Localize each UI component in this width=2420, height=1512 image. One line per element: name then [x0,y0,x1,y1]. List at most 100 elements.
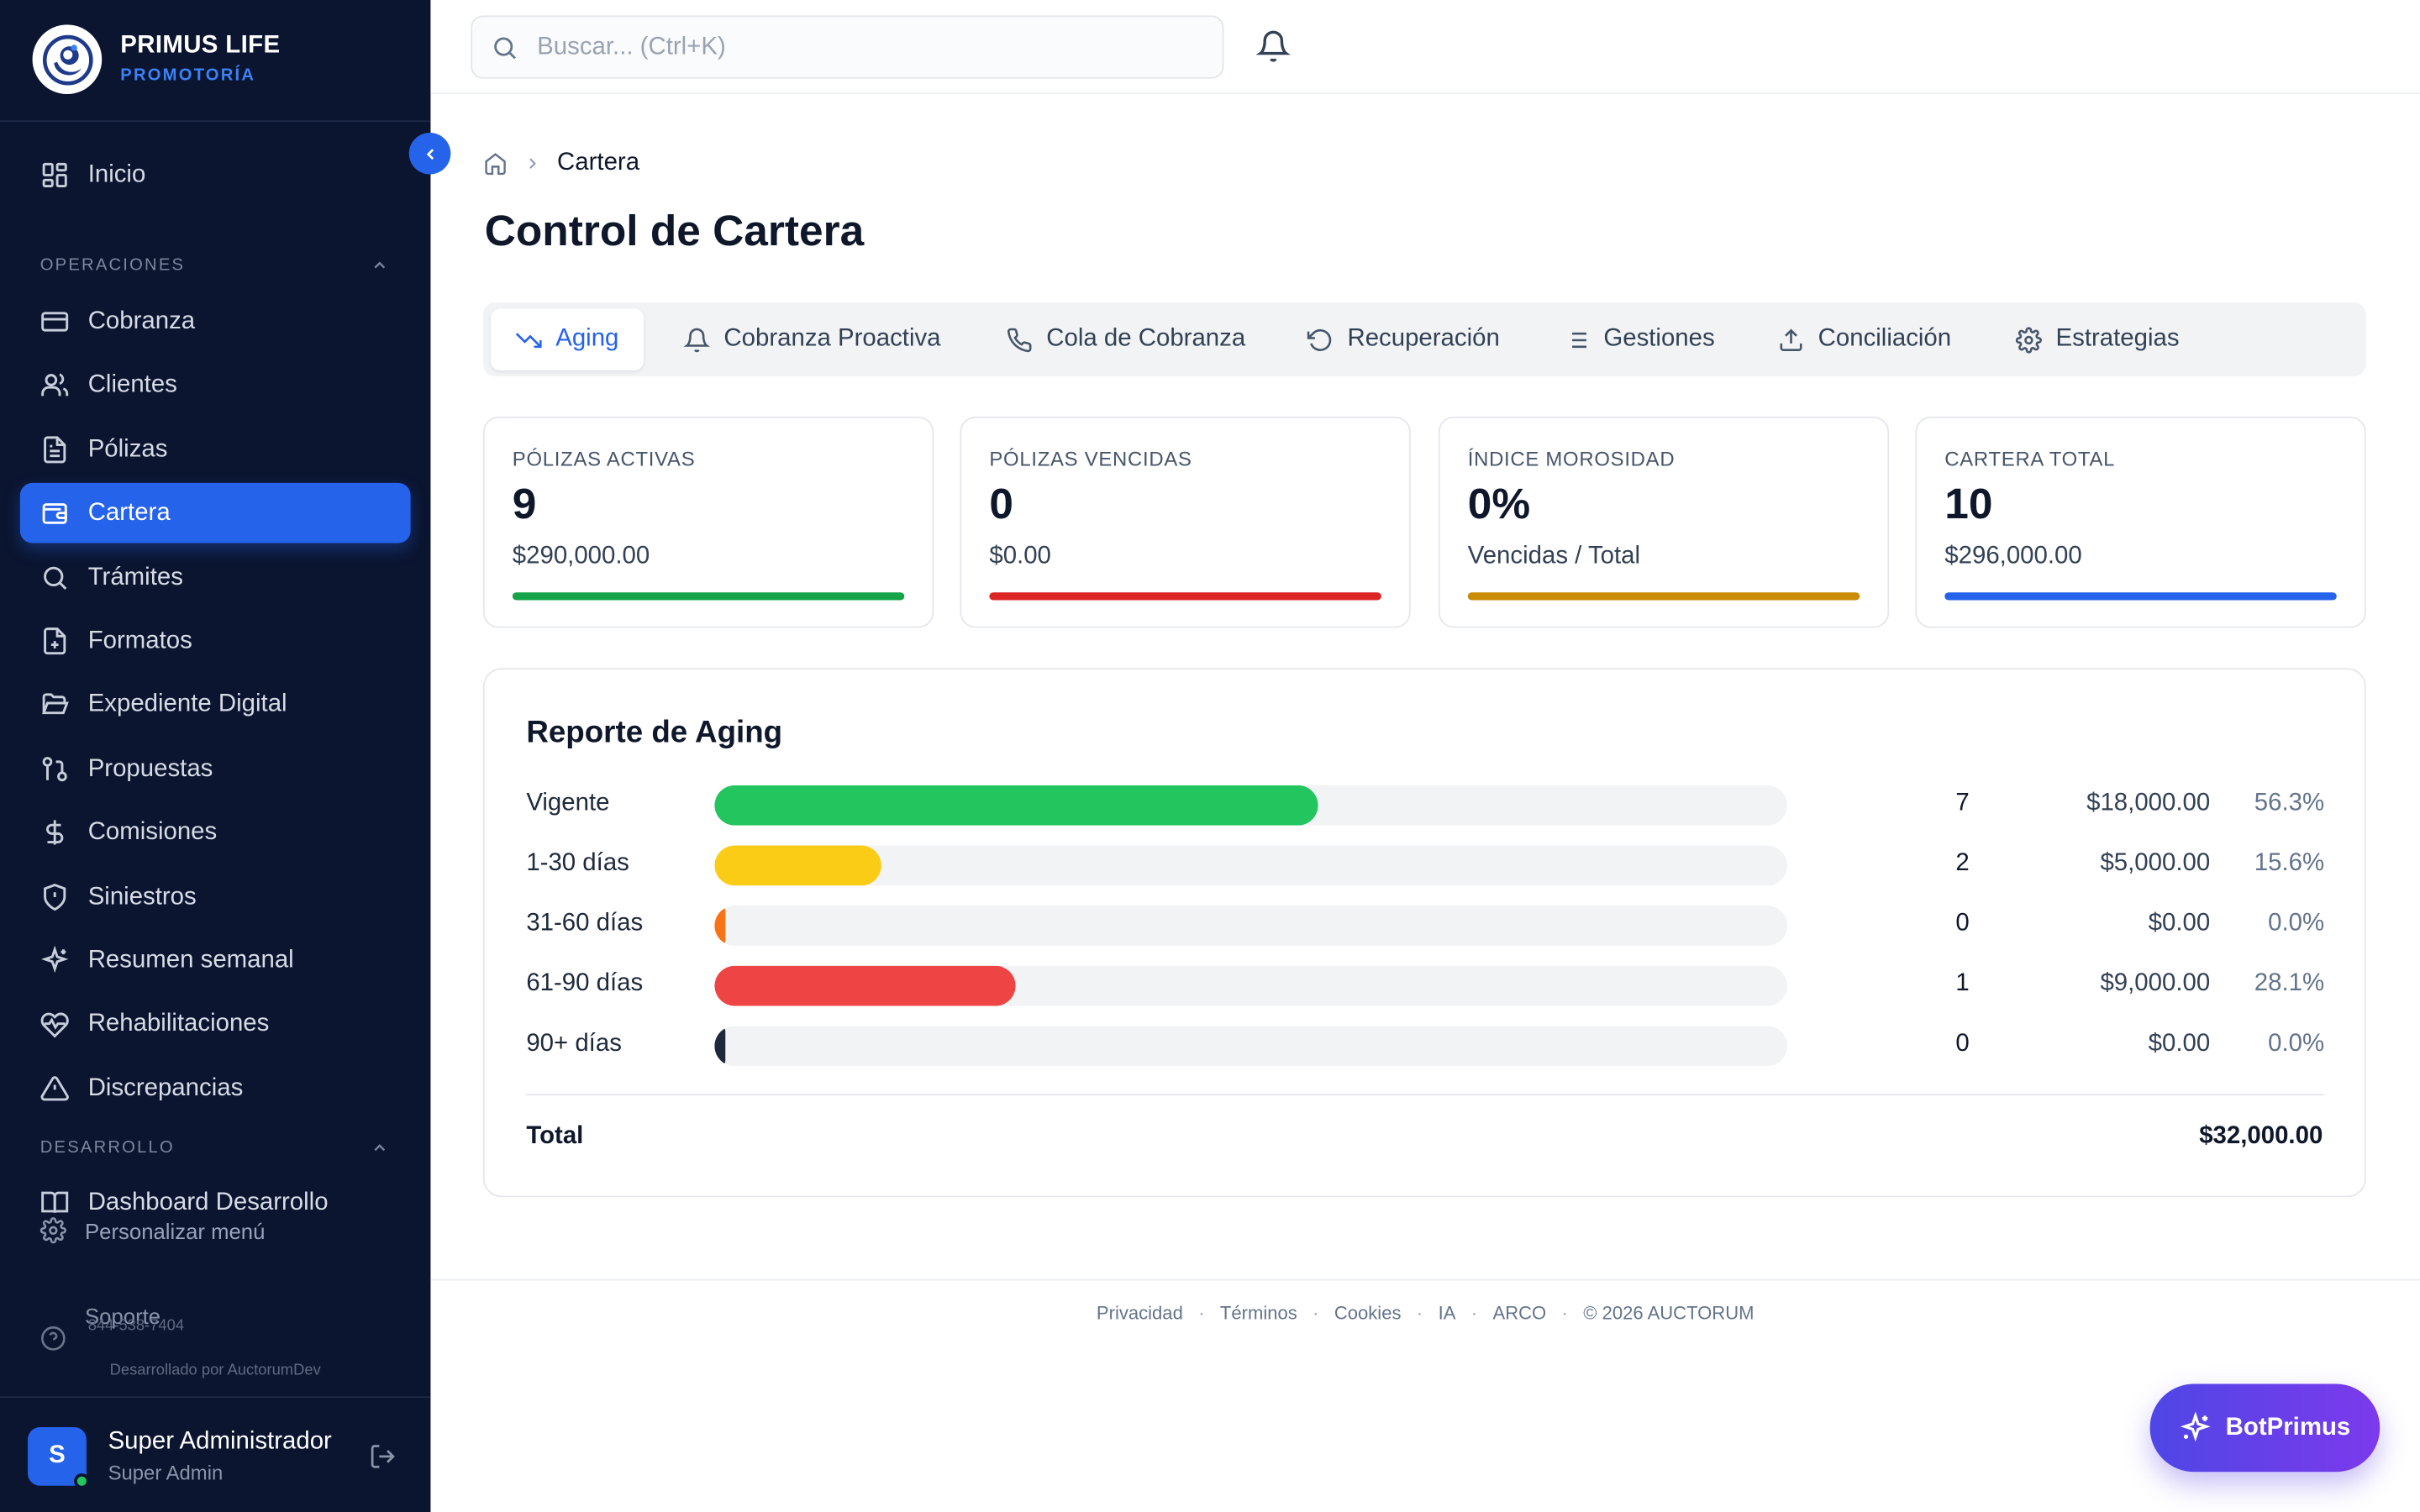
sidebar-item-polizas[interactable]: Pólizas [20,420,411,480]
sidebar-item-inicio[interactable]: Inicio [20,145,411,206]
shield-icon [40,883,70,912]
kpi-card-cartera-total: CARTERA TOTAL 10 $296,000.00 [1915,416,2366,628]
aging-row-90-plus: 90+ días 0 $0.00 0.0% [526,1026,2324,1067]
sidebar-item-formatos[interactable]: Formatos [20,611,411,671]
collapse-sidebar-button[interactable] [408,132,451,175]
sidebar-item-cobranza[interactable]: Cobranza [20,291,411,352]
kpi-label: ÍNDICE MOROSIDAD [1467,447,1676,471]
footer-link-cookies[interactable]: Cookies [1334,1302,1402,1324]
tab-cola-de-cobranza[interactable]: Cola de Cobranza [981,308,1270,370]
search-input[interactable] [537,33,1186,61]
sidebar-item-label: Comisiones [87,818,218,845]
tab-recuperacion[interactable]: Recuperación [1282,308,1524,370]
support-link[interactable]: Soporte [40,1279,160,1352]
brand[interactable]: PRIMUS LIFE PROMOTORÍA [0,0,431,123]
sidebar-item-label: Inicio [87,160,146,188]
footer-separator: · [1416,1302,1423,1324]
aging-row-label: 31-60 días [526,910,644,937]
support-label: Soporte [85,1303,161,1328]
folder-open-icon [40,690,70,719]
user-name: Super Administrador [108,1428,332,1456]
topbar [430,0,2420,95]
kpi-card-polizas-activas: PÓLIZAS ACTIVAS 9 $290,000.00 [482,416,934,628]
aging-bar-track [714,1026,1787,1067]
sidebar-item-tramites[interactable]: Trámites [20,548,411,608]
kpi-label: PÓLIZAS VENCIDAS [989,447,1192,471]
user-profile[interactable]: S Super Administrador Super Admin [0,1396,431,1512]
sidebar-item-discrepancias[interactable]: Discrepancias [20,1058,411,1119]
aging-total-label: Total [526,1123,584,1150]
sidebar-item-label: Trámites [87,564,183,591]
dollar-icon [40,817,70,847]
tab-aging[interactable]: Aging [491,308,644,370]
sidebar-item-siniestros[interactable]: Siniestros [20,867,411,927]
heart-pulse-icon [40,1009,70,1038]
kpi-accent-bar [989,592,1381,601]
users-icon [40,370,70,400]
brand-logo [32,24,103,95]
document-icon [40,435,70,465]
aging-bar-track [714,845,1787,886]
tab-label: Conciliación [1818,325,1952,352]
footer-link-arco[interactable]: ARCO [1492,1302,1547,1324]
footer-link-ia[interactable]: IA [1438,1302,1456,1324]
upload-icon [1780,328,1802,351]
notifications-bell-icon[interactable] [1256,29,1291,63]
tab-conciliacion[interactable]: Conciliación [1754,308,1976,370]
tab-bar: Aging Cobranza Proactiva Cola de Cobranz… [482,302,2366,377]
sidebar-item-label: Clientes [87,370,177,397]
home-icon[interactable] [483,151,508,176]
aging-bar-track [714,785,1787,826]
tab-gestiones[interactable]: Gestiones [1539,308,1739,370]
aging-row-61-90: 61-90 días 1 $9,000.00 28.1% [526,965,2324,1006]
aging-row-percent: 15.6% [2254,850,2325,877]
aging-row-label: 1-30 días [526,850,629,877]
sidebar-scroll-clip: Dashboard Desarrollo [0,1176,430,1213]
sidebar-item-clientes[interactable]: Clientes [20,354,411,415]
sidebar-item-label: Siniestros [87,883,197,910]
botprimus-assistant-button[interactable]: BotPrimus [2149,1383,2381,1473]
sidebar-item-label: Cartera [87,499,171,526]
aging-bar-track [714,965,1787,1006]
customize-menu-link[interactable]: Personalizar menú [39,1217,266,1244]
sidebar-item-expediente-digital[interactable]: Expediente Digital [20,675,411,735]
rotate-ccw-icon [1307,328,1332,351]
sidebar-item-resumen-semanal[interactable]: Resumen semanal [20,931,411,991]
aging-report-title: Reporte de Aging [526,716,783,750]
aging-row-vigente: Vigente 7 $18,000.00 56.3% [526,785,2324,826]
footer-link-terminos[interactable]: Términos [1219,1302,1297,1324]
chevron-right-icon [529,158,537,170]
sidebar-item-label: Discrepancias [87,1074,244,1101]
search-icon [40,563,70,592]
sidebar-item-rehabilitaciones[interactable]: Rehabilitaciones [20,994,411,1054]
aging-bar-fill [714,845,881,886]
sidebar-item-comisiones[interactable]: Comisiones [20,802,411,863]
tab-estrategias[interactable]: Estrategias [1991,308,2204,370]
aging-row-amount: $0.00 [2148,1030,2211,1058]
section-title: DESARROLLO [39,1138,175,1158]
footer: Privacidad · Términos · Cookies · IA · A… [430,1302,2420,1324]
aging-row-count: 7 [1955,790,1970,816]
sidebar-item-label: Cobranza [87,307,196,334]
logout-icon[interactable] [369,1442,397,1470]
kpi-accent-bar [1944,592,2337,601]
chevron-up-icon [374,261,386,269]
page-title: Control de Cartera [484,207,865,255]
wallet-icon [40,498,70,528]
sidebar-item-propuestas[interactable]: Propuestas [20,739,411,800]
aging-row-percent: 56.3% [2254,790,2325,816]
search-box[interactable] [471,15,1224,79]
customize-menu-label: Personalizar menú [85,1218,266,1243]
sidebar-item-cartera[interactable]: Cartera [19,482,411,543]
footer-link-privacidad[interactable]: Privacidad [1096,1302,1183,1324]
section-operaciones[interactable]: OPERACIONES [40,256,389,275]
brand-subtitle: PROMOTORÍA [120,66,256,86]
sidebar-item-label: Rehabilitaciones [87,1010,270,1037]
aging-bar-fill [714,965,1016,1006]
sidebar-item-dashboard-desarrollo[interactable]: Dashboard Desarrollo [20,1176,411,1213]
section-desarrollo[interactable]: DESARROLLO [40,1139,389,1158]
kpi-card-polizas-vencidas: PÓLIZAS VENCIDAS 0 $0.00 [960,416,1411,628]
aging-row-1-30: 1-30 días 2 $5,000.00 15.6% [526,845,2325,886]
kpi-subtext: $290,000.00 [512,543,650,570]
tab-cobranza-proactiva[interactable]: Cobranza Proactiva [659,308,965,370]
